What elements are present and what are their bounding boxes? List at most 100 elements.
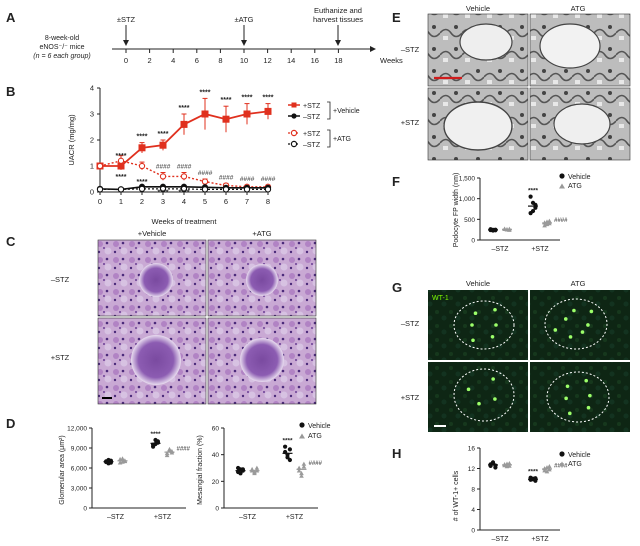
em-lumen-minus-vehicle: [459, 23, 513, 61]
dotplot-y-tick-label: 40: [212, 452, 220, 459]
histo-row-plus-stz: +STZ: [51, 353, 70, 362]
dotplot-atg-point: [254, 465, 260, 470]
panel-h-legend: Vehicle ATG: [559, 451, 591, 468]
mesangial-fraction-y-label: Mesangial fraction (%): [197, 435, 204, 505]
uacr-point: [264, 107, 272, 115]
uacr-point: [243, 110, 251, 118]
dotplot-atg-point: [120, 456, 125, 461]
timeline-tick-label: 18: [334, 56, 342, 65]
em-row-minus-stz: –STZ: [401, 45, 420, 54]
timeline-tick-label: 6: [195, 56, 199, 65]
dotplot-vehicle-point: [528, 194, 533, 199]
significance-hashes: ####: [198, 170, 213, 177]
em-lumen-plus-vehicle: [443, 101, 513, 151]
dotplot-y-tick-label: 500: [464, 217, 475, 224]
wt1-nucleus: [589, 309, 594, 314]
wt1-nucleus: [471, 338, 475, 343]
uacr-point: [222, 186, 230, 193]
uacr-x-tick-label: 2: [140, 197, 144, 206]
legend-label-minus-stz-atg: –STZ: [303, 142, 321, 149]
dotplot-vehicle-point: [287, 457, 292, 463]
histo-glomerulus-plus-vehicle: [131, 335, 181, 385]
wt1-nucleus: [572, 308, 576, 313]
stz-marker-label: ±STZ: [117, 15, 136, 24]
mesangial-fraction-chart: 0 20 40 60 –STZ +STZ **** ####: [212, 426, 323, 522]
histo-col-atg: +ATG: [252, 229, 271, 238]
dotplot-y-tick-label: 1,000: [459, 196, 476, 203]
panel-d-legend-vehicle-marker: [299, 422, 305, 428]
significance-hashes: ####: [554, 218, 568, 224]
significance-hashes: ####: [309, 461, 323, 467]
wt1-nucleus: [568, 335, 573, 339]
if-row-plus-stz: +STZ: [401, 393, 420, 402]
panel-label-g: G: [392, 280, 402, 295]
significance-asterisks: ****: [150, 431, 161, 438]
if-col-vehicle: Vehicle: [466, 279, 490, 288]
timeline-tick-label: 2: [148, 56, 152, 65]
significance-asterisks: ****: [200, 89, 211, 96]
dotplot-x-tick-label: +STZ: [286, 514, 304, 521]
significance-asterisks: ****: [179, 189, 190, 196]
dotplot-y-tick-label: 0: [471, 238, 475, 245]
end-label-2: harvest tissues: [313, 15, 363, 24]
cohort-line-2: eNOS⁻/⁻ mice: [39, 44, 84, 51]
if-row-minus-stz: –STZ: [401, 319, 420, 328]
wt1-nucleus: [493, 397, 497, 401]
dotplot-atg-point: [296, 468, 302, 473]
panel-g: G Vehicle ATG –STZ +STZ WT-1: [392, 279, 630, 432]
panel-label-c: C: [6, 234, 16, 249]
uacr-x-tick-label: 7: [245, 197, 249, 206]
wt1-count-y-label: # of WT-1+ cells: [453, 470, 460, 521]
significance-asterisks: ****: [221, 97, 232, 104]
dotplot-atg-point: [299, 470, 304, 476]
significance-asterisks: ****: [137, 179, 148, 186]
significance-asterisks: ****: [116, 174, 127, 181]
panel-e: E Vehicle ATG –STZ +STZ: [392, 4, 631, 161]
dotplot-y-tick-label: 9,000: [71, 446, 88, 453]
timeline-tick-label: 4: [171, 56, 175, 65]
panel-c: C +Vehicle +ATG –STZ +STZ: [6, 229, 317, 405]
dotplot-x-tick-label: +STZ: [531, 536, 549, 543]
uacr-legend: +STZ –STZ +Vehicle +STZ –STZ +ATG: [288, 101, 360, 149]
uacr-y-axis-label: UACR (mg/mg): [67, 114, 76, 166]
uacr-point: [180, 185, 188, 193]
dotplot-vehicle-point: [283, 444, 288, 449]
fp-width-y-label: Podocyte FP width (nm): [453, 173, 460, 248]
legend-vehicle-group: +Vehicle: [333, 108, 360, 115]
if-glomerulus-outline-plus-vehicle: [453, 368, 515, 422]
timeline-tick-label: 12: [263, 56, 271, 65]
panel-f-legend-vehicle: Vehicle: [568, 174, 591, 181]
dotplot-vehicle-point: [528, 211, 533, 216]
em-lumen-minus-atg: [539, 23, 601, 69]
significance-asterisks: ****: [263, 95, 274, 102]
panel-d: D Glomerular area (μm²) Mesangial fracti…: [6, 416, 331, 521]
dotplot-y-tick-label: 12: [468, 466, 476, 473]
cohort-line-1: 8-week-old: [45, 35, 79, 42]
wt1-nucleus: [588, 393, 592, 398]
panel-h-legend-atg-marker: [559, 461, 565, 467]
dotplot-vehicle-point: [238, 471, 243, 476]
if-glomerulus-outline-plus-atg: [546, 371, 610, 423]
wt1-nucleus: [490, 334, 495, 339]
wt1-nucleus: [567, 411, 572, 416]
uacr-point: [201, 186, 209, 193]
glomerular-area-chart: 0 3,000 6,000 9,000 12,000 –STZ +STZ **** ####: [67, 426, 190, 522]
dotplot-y-tick-label: 3,000: [71, 486, 88, 493]
em-col-atg: ATG: [571, 4, 586, 13]
uacr-series-line: [99, 160, 268, 188]
dotplot-x-tick-label: –STZ: [491, 536, 509, 543]
uacr-point: [243, 186, 251, 193]
panel-label-a: A: [6, 10, 16, 25]
wt1-nucleus: [494, 323, 498, 327]
dotplot-vehicle-point: [490, 460, 496, 465]
uacr-x-tick-label: 6: [224, 197, 228, 206]
dotplot-y-tick-label: 16: [468, 446, 476, 453]
dotplot-x-tick-label: +STZ: [531, 246, 549, 253]
uacr-point: [159, 141, 167, 149]
panel-d-legend-atg-marker: [299, 433, 305, 439]
end-label-1: Euthanize and: [314, 6, 362, 15]
legend-marker-minus-stz-atg: [290, 140, 298, 148]
em-col-vehicle: Vehicle: [466, 4, 490, 13]
panel-h-legend-vehicle-marker: [559, 451, 565, 457]
